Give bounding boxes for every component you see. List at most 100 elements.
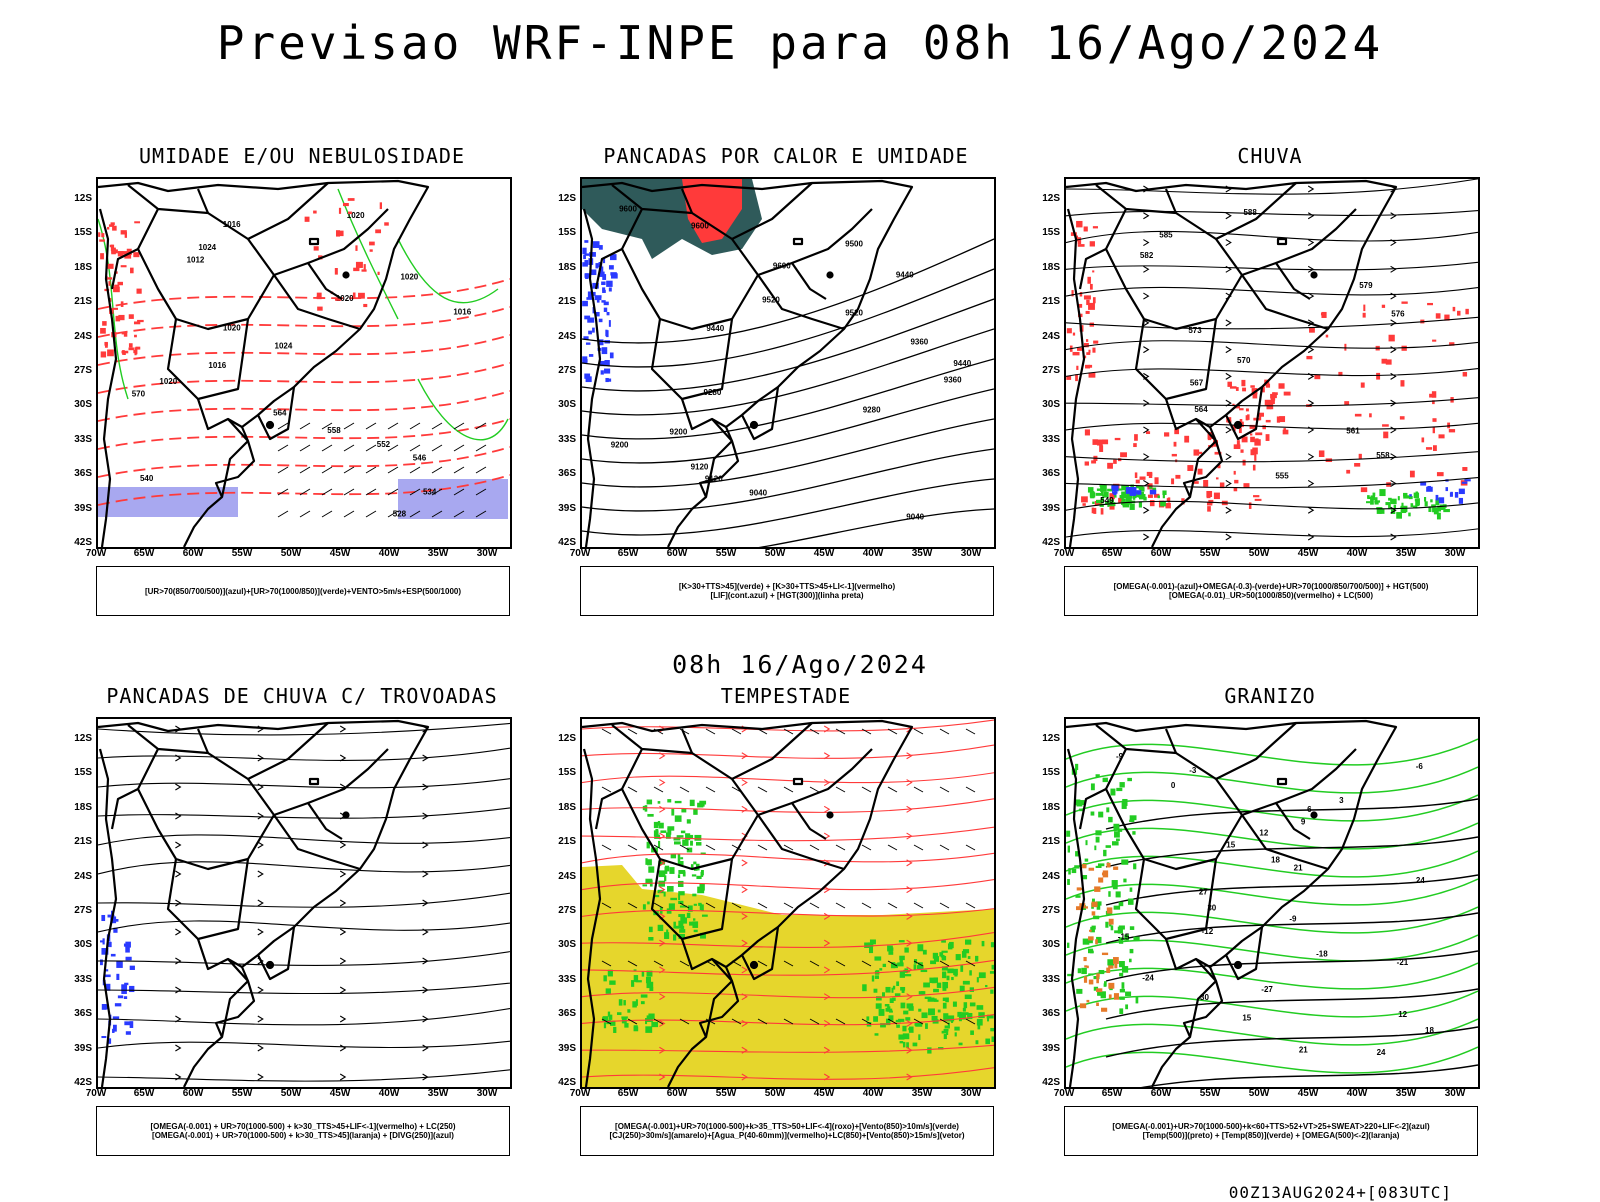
contour-label: 9040	[749, 489, 767, 498]
streamlines	[98, 722, 510, 1082]
panel-title-p5: TEMPESTADE	[720, 684, 852, 708]
lat-tick-label: 12S	[74, 733, 92, 744]
lat-tick-label: 39S	[558, 1043, 576, 1054]
lon-tick-label: 60W	[666, 1088, 688, 1099]
lon-tick-label: 45W	[1297, 1088, 1319, 1099]
lon-tick-label: 50W	[1248, 1088, 1270, 1099]
lon-tick-label: 40W	[862, 548, 884, 559]
lat-tick-label: 42S	[74, 537, 92, 548]
lon-tick-label: 70W	[85, 1088, 107, 1099]
coastline-borders	[1066, 719, 1398, 1087]
legend-box-p4: [OMEGA(-0.001) + UR>70(1000-500) + k>30_…	[96, 1106, 510, 1156]
contour-label: 9520	[762, 296, 780, 305]
lon-tick-label: 55W	[1199, 548, 1221, 559]
thickness-dashed	[98, 278, 510, 506]
panel-title-p2: PANCADAS POR CALOR E UMIDADE	[603, 144, 969, 168]
main-title: Previsao WRF-INPE para 08h 16/Ago/2024	[216, 16, 1384, 70]
contour-label: 15	[1242, 1013, 1251, 1022]
contour-label: 6	[1307, 805, 1312, 814]
contour-label: 0	[1171, 781, 1176, 790]
lat-tick-label: 18S	[74, 262, 92, 273]
lon-tick-label: 65W	[617, 548, 639, 559]
contour-label: 9	[1301, 818, 1306, 827]
contour-label: -15	[1118, 932, 1130, 941]
hgt300-contours	[582, 238, 994, 547]
lon-tick-label: 50W	[280, 1088, 302, 1099]
contour-label: -12	[1202, 927, 1214, 936]
contour-label: 570	[1237, 356, 1251, 365]
rain-green	[1087, 484, 1450, 520]
contour-label: 30	[1207, 904, 1216, 913]
lon-tick-label: 60W	[182, 1088, 204, 1099]
lon-tick-label: 65W	[1101, 548, 1123, 559]
contour-label: 573	[1188, 326, 1202, 335]
omega-orange	[1076, 862, 1119, 1012]
lat-tick-label: 42S	[74, 1077, 92, 1088]
lat-tick-label: 42S	[1042, 1077, 1060, 1088]
lat-tick-label: 30S	[558, 939, 576, 950]
contour-labels: -9-6-3036912151821242730-9-12-15-18-21-2…	[1116, 752, 1434, 1057]
contour-label: 27	[1199, 887, 1208, 896]
lat-tick-label: 24S	[558, 331, 576, 342]
contour-label: 558	[1376, 451, 1390, 460]
lon-tick-label: 60W	[182, 548, 204, 559]
lat-tick-label: 42S	[558, 1077, 576, 1088]
contour-label: 564	[1194, 405, 1208, 414]
contour-label: 24	[1377, 1048, 1386, 1057]
lat-tick-label: 12S	[1042, 193, 1060, 204]
lat-tick-label: 33S	[558, 974, 576, 985]
contour-label: 9440	[953, 359, 971, 368]
contour-label: 1024	[198, 243, 216, 252]
contour-label: 1024	[275, 342, 293, 351]
convective-rain-area	[682, 179, 742, 243]
contour-label: 9440	[706, 324, 724, 333]
lon-tick-label: 40W	[1346, 548, 1368, 559]
coastline-borders	[98, 179, 430, 547]
lat-tick-label: 33S	[74, 434, 92, 445]
lat-tick-label: 12S	[1042, 733, 1060, 744]
legend-box-p5: [OMEGA(-0.001)+UR>70(1000-500)+k>35_TTS>…	[580, 1106, 994, 1156]
contour-label: 1012	[187, 255, 205, 264]
lat-tick-label: 24S	[1042, 871, 1060, 882]
lat-tick-label: 39S	[74, 1043, 92, 1054]
lon-tick-label: 35W	[427, 1088, 449, 1099]
lat-tick-label: 36S	[74, 468, 92, 479]
contour-label: 1016	[223, 220, 241, 229]
legend-line: [OMEGA(-0.001) + UR>70(1000-500) + k>30_…	[150, 1122, 456, 1131]
contour-label: 9120	[691, 462, 709, 471]
panel-title-p1: UMIDADE E/OU NEBULOSIDADE	[138, 144, 466, 168]
contour-label: -3	[1189, 766, 1197, 775]
map-panel-p6: -9 -6 -3 0 3 6 9 12 15 18 21 24 27 30 -9 -12 -15 -18 -21 -2…	[1064, 717, 1480, 1089]
lat-tick-label: 30S	[558, 399, 576, 410]
lat-tick-label: 18S	[558, 802, 576, 813]
lat-tick-label: 33S	[74, 974, 92, 985]
contour-label: 585	[1159, 231, 1173, 240]
contour-label: -24	[1142, 974, 1154, 983]
map-panel-p2: 9600 9600 9500 9600 9440 9520 9520 9440 9360 9440…	[580, 177, 996, 549]
contour-label: 21	[1294, 863, 1303, 872]
legend-line: [OMEGA(-0.001) + UR>70(1000-500) + k>30_…	[152, 1131, 454, 1140]
legend-box-p2: [K>30+TTS>45](verde) + [K>30+TTS>45+LI<-…	[580, 566, 994, 616]
contour-label: 570	[132, 389, 146, 398]
legend-line: [K>30+TTS>45](verde) + [K>30+TTS>45+LI<-…	[678, 582, 896, 591]
lon-tick-label: 45W	[813, 548, 835, 559]
lon-tick-label: 40W	[378, 548, 400, 559]
map-svg-p1: 1020 1016 1024 1012 1020 1020 1016 1020 1024 1016…	[98, 179, 510, 547]
contour-label: 3	[1339, 796, 1344, 805]
contour-label: 9200	[611, 441, 629, 450]
lon-tick-label: 50W	[764, 1088, 786, 1099]
lat-tick-label: 24S	[74, 871, 92, 882]
lon-tick-label: 65W	[1101, 1088, 1123, 1099]
lat-tick-label: 21S	[558, 296, 576, 307]
contour-labels: 9600960095009600944095209520944093609440…	[611, 205, 972, 522]
lon-tick-label: 50W	[764, 548, 786, 559]
lat-tick-label: 30S	[74, 399, 92, 410]
legend-box-p6: [OMEGA(-0.001)+UR>70(1000-500)+k<60+TTS>…	[1064, 1106, 1478, 1156]
contour-labels: 1020 1016 1024 1012 1020 1020 1016 1020 1024 1016…	[132, 211, 472, 519]
lon-tick-label: 70W	[569, 548, 591, 559]
panel-title-p4: PANCADAS DE CHUVA C/ TROVOADAS	[106, 684, 498, 708]
lon-tick-label: 70W	[1053, 548, 1075, 559]
lon-tick-label: 35W	[911, 548, 933, 559]
map-panel-p3: 588 585 582 579 576 573 570 567 564 561 558 555 549	[1064, 177, 1480, 549]
contour-label: 582	[1140, 251, 1154, 260]
